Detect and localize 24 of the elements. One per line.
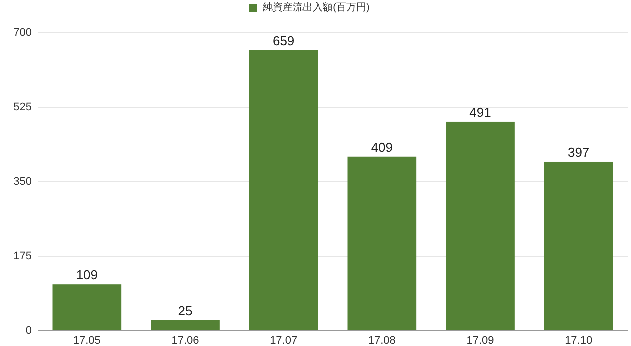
- x-tick-label: 17.07: [270, 335, 298, 346]
- bar: [544, 162, 614, 331]
- data-label: 659: [272, 33, 295, 48]
- data-label: 409: [371, 140, 394, 155]
- bar: [348, 156, 417, 331]
- x-tick-label: 17.05: [73, 335, 101, 346]
- data-label: 109: [76, 268, 98, 283]
- bar: [52, 284, 122, 331]
- y-tick-label: 525: [14, 101, 32, 114]
- x-tick-label: 17.09: [466, 335, 494, 346]
- bar: [151, 320, 220, 331]
- data-label: 491: [470, 104, 492, 120]
- bar: [249, 50, 318, 331]
- y-tick-label: 350: [14, 176, 32, 188]
- y-tick-label: 175: [14, 250, 32, 262]
- y-tick-label: 700: [14, 26, 32, 39]
- x-tick-label: 17.10: [565, 335, 593, 346]
- legend-label: 純資産流出入額(百万円): [263, 2, 370, 14]
- x-tick-label: 17.08: [368, 335, 396, 346]
- data-label: 25: [178, 303, 193, 318]
- data-label: 397: [568, 144, 590, 160]
- x-tick-label: 17.06: [172, 335, 200, 346]
- y-tick-label: 0: [26, 324, 32, 337]
- bar: [446, 122, 515, 331]
